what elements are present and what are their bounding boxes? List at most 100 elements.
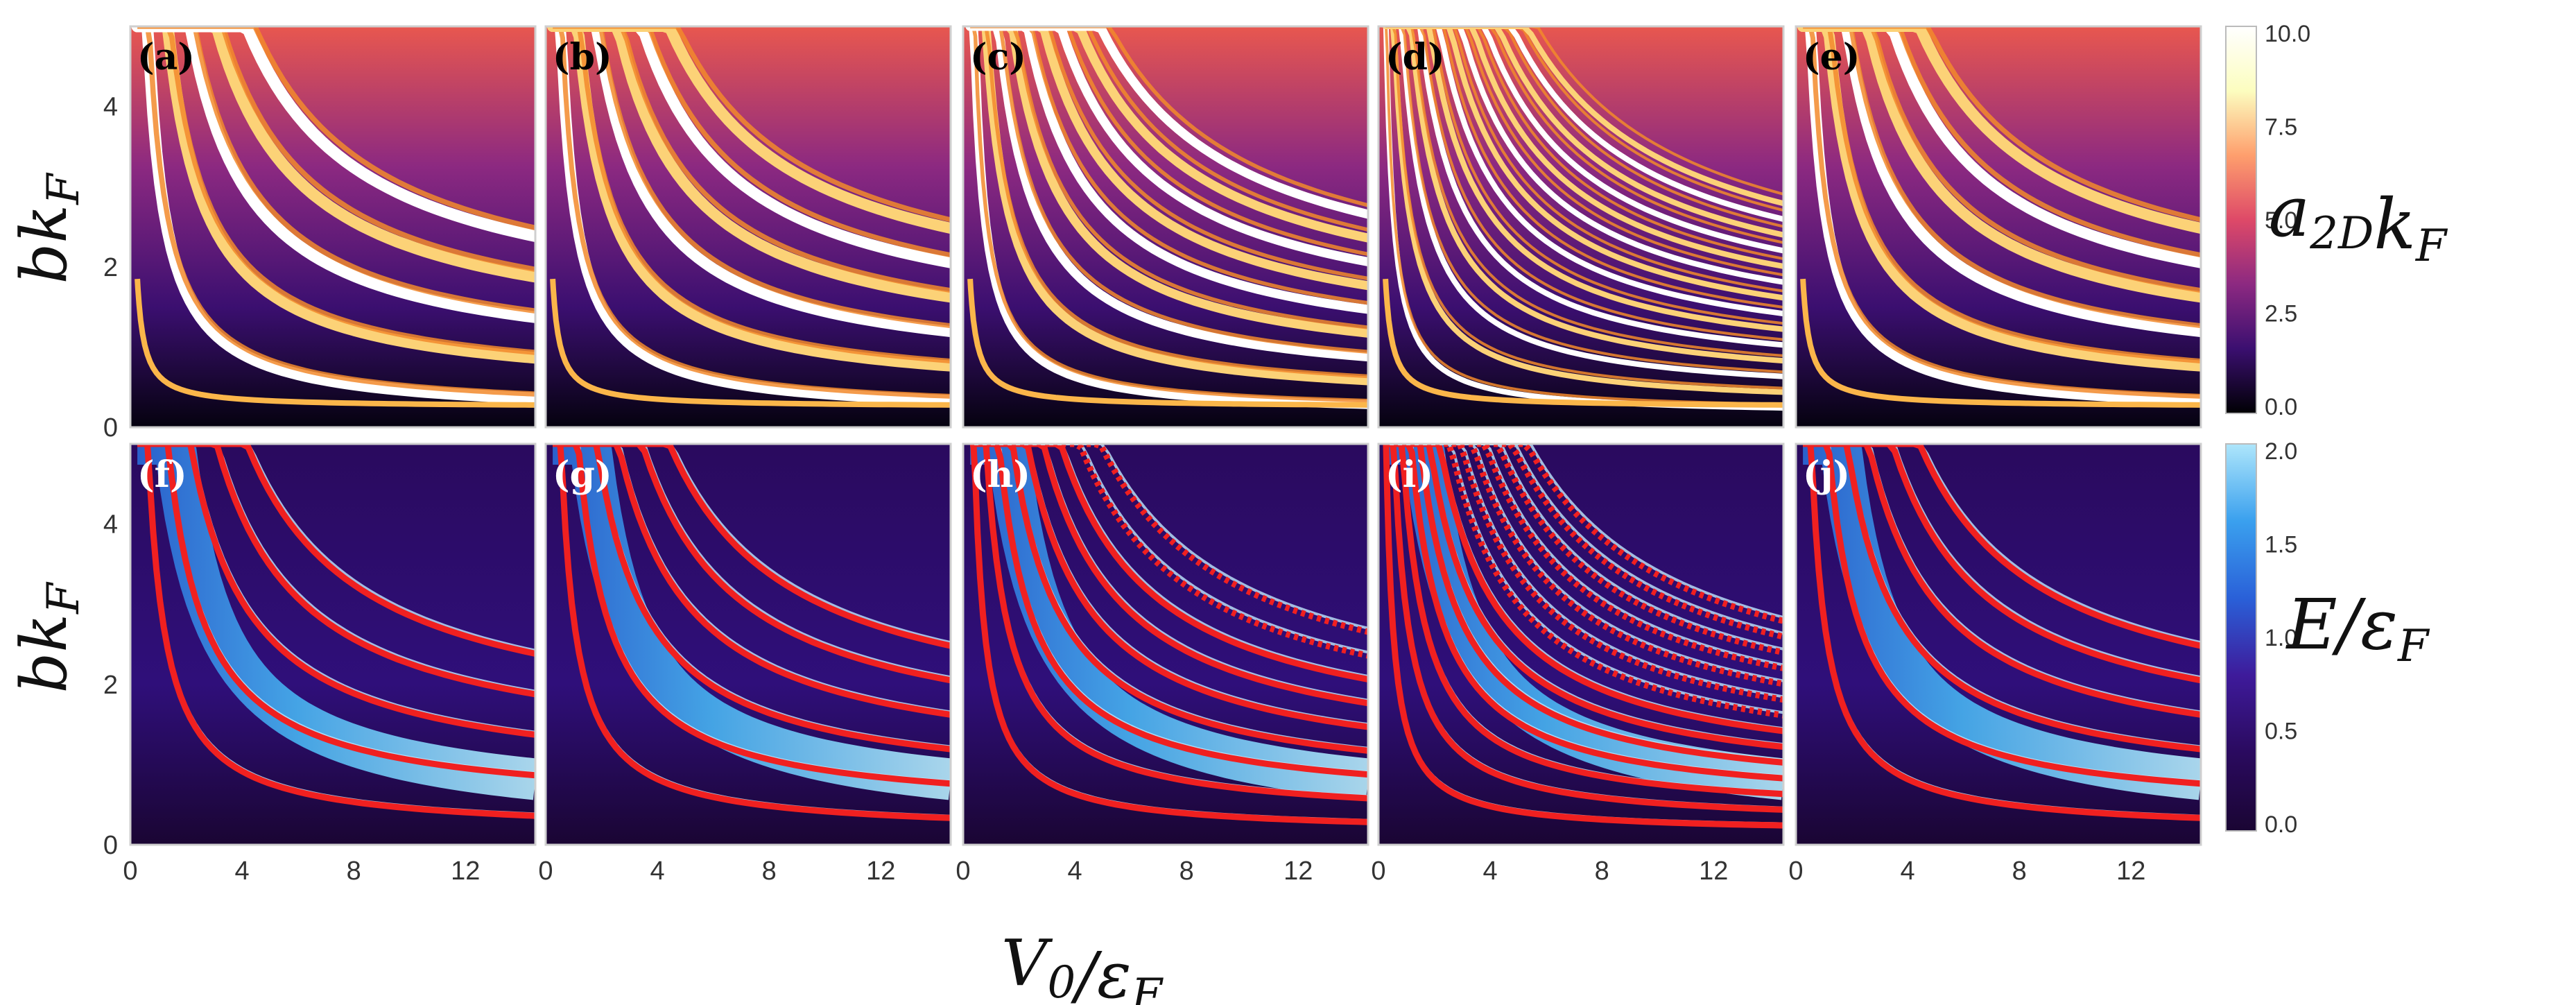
resonance-curve: [1385, 444, 1783, 813]
x-tick-label: 4: [650, 857, 665, 886]
x-tick-label: 8: [762, 857, 777, 886]
orange-band: [553, 26, 951, 329]
bright-band: [547, 26, 951, 338]
bright-band: [1797, 26, 2201, 234]
resonance-curve: [1385, 444, 1783, 671]
x-tick-label: 0: [956, 857, 970, 886]
floor-band: [1800, 278, 2201, 408]
bright-band: [131, 26, 535, 323]
bright-band: [965, 26, 1368, 219]
x-tick-label: 8: [1179, 857, 1194, 886]
panel-label: (c): [970, 36, 1026, 78]
panel-e: [1796, 26, 2201, 427]
x-tick-label: 0: [1371, 857, 1385, 886]
resonance-curve: [553, 444, 951, 821]
bright-band: [1383, 26, 1783, 285]
bright-band: [1383, 26, 1783, 379]
bound-state-band: [1803, 444, 2201, 800]
orange-band: [1385, 26, 1783, 374]
panel-label: (g): [553, 454, 612, 496]
orange-band: [137, 26, 535, 273]
panel-label: (a): [137, 36, 195, 78]
x-tick-label: 0: [1788, 857, 1803, 886]
bright-band: [1797, 26, 2201, 372]
y-tick-label: 0: [103, 831, 118, 860]
resonance-curve: [137, 444, 535, 819]
x-tick-label: 4: [1483, 857, 1498, 886]
colorbar-tick-label: 0.5: [2265, 719, 2297, 745]
panel-frame: [1795, 25, 2202, 429]
light-band: [1385, 444, 1783, 635]
resonance-curve: [1385, 444, 1783, 782]
colorbar-tick-label: 0.0: [2265, 811, 2297, 838]
orange-band: [970, 26, 1368, 403]
resonance-curve: [553, 444, 951, 753]
panel-label: (e): [1803, 36, 1860, 78]
colorbar: [2225, 26, 2257, 414]
x-tick-label: 12: [1283, 857, 1313, 886]
colorbar-tick-label: 10.0: [2265, 21, 2310, 47]
floor-band: [135, 278, 535, 408]
resonance-curve: [970, 444, 1368, 778]
resonance-curve: [1803, 444, 2201, 753]
orange-band: [970, 26, 1368, 257]
x-tick-label: 8: [347, 857, 361, 886]
bright-band: [965, 26, 1368, 362]
panel-frame: [1377, 443, 1785, 846]
bright-band: [131, 26, 535, 283]
bright-band: [1383, 26, 1783, 254]
bright-band: [965, 26, 1368, 291]
orange-band: [1385, 26, 1783, 325]
resonance-curve: [1385, 444, 1783, 766]
colorbar-tick-label: 5.0: [2265, 207, 2297, 234]
panel-label: (j): [1803, 454, 1850, 496]
resonance-curve: [1385, 444, 1783, 640]
orange-band: [1385, 26, 1783, 228]
orange-band: [970, 26, 1368, 379]
bright-band: [1797, 26, 2201, 268]
x-tick-label: 4: [1068, 857, 1082, 886]
panel-label: (f): [137, 454, 187, 496]
bright-band: [1383, 26, 1783, 395]
resonance-curve: [137, 444, 535, 657]
resonance-curve: [970, 444, 1368, 682]
x-tick-label: 8: [1595, 857, 1609, 886]
x-tick-label: 8: [2012, 857, 2027, 886]
resonance-curve: [1803, 444, 2201, 821]
panel-g: [546, 444, 951, 845]
panel-frame: [1795, 443, 2202, 846]
orange-band: [1385, 26, 1783, 390]
x-tick-label: 12: [866, 857, 895, 886]
orange-band: [1385, 26, 1783, 244]
bright-band: [1383, 26, 1783, 332]
bright-band: [547, 26, 951, 268]
orange-band: [970, 26, 1368, 232]
resonance-curve: [970, 444, 1368, 659]
orange-band: [1803, 26, 2201, 329]
orange-band: [553, 26, 951, 258]
bright-band: [965, 26, 1368, 314]
y-axis-label-bottom: bkF: [7, 581, 89, 694]
panel-frame: [544, 25, 952, 429]
orange-band: [1803, 26, 2201, 223]
colorbar-label-bottom: E/εF: [2285, 584, 2430, 672]
x-tick-label: 12: [1699, 857, 1728, 886]
bright-band: [1383, 26, 1783, 364]
orange-band: [1385, 26, 1783, 357]
resonance-curve: [1385, 444, 1783, 750]
orange-band: [1385, 26, 1783, 261]
resonance-curve: [970, 444, 1368, 754]
bright-band: [1797, 26, 2201, 338]
bright-band: [965, 26, 1368, 338]
orange-band: [970, 26, 1368, 329]
panel-j: [1796, 444, 2201, 845]
bright-band: [131, 26, 535, 364]
bright-band: [547, 26, 951, 372]
bright-band: [1383, 26, 1783, 238]
resonance-curve: [137, 444, 535, 698]
floor-band: [967, 278, 1368, 408]
x-ticks: 0 4 8 12 0 4 8 12 0 4 8 12 0 4 8 12 0 4 8 12: [123, 857, 2145, 886]
y-tick-label: 2: [103, 253, 118, 282]
colorbar-tick-label: 2.5: [2265, 301, 2297, 327]
